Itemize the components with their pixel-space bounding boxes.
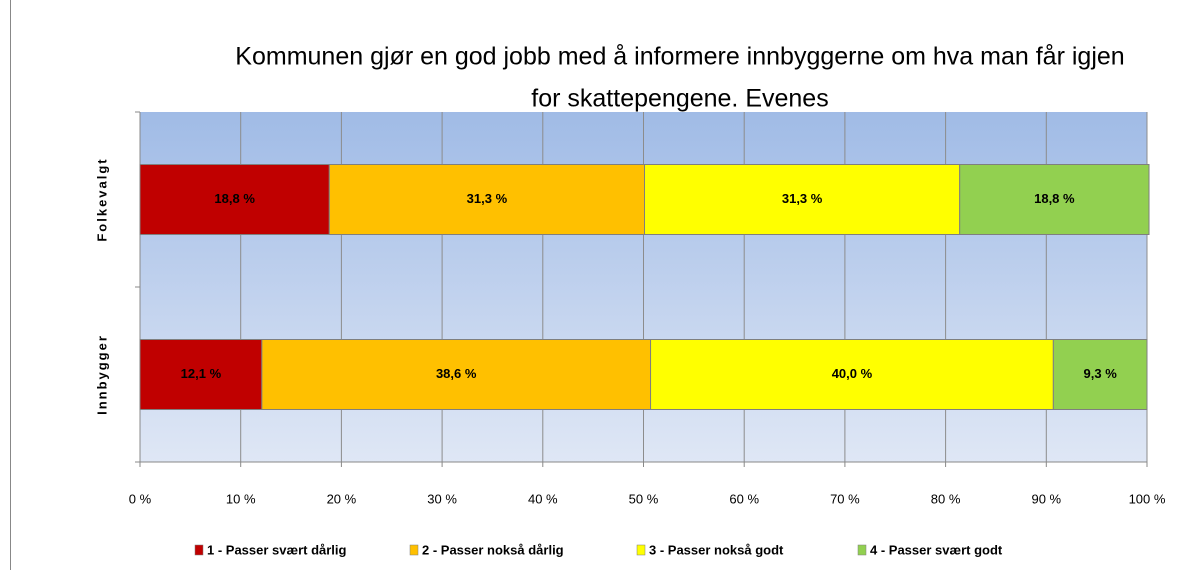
value-label: 9,3 % <box>1084 366 1118 381</box>
bar-segment <box>261 339 652 410</box>
legend-label: 2 - Passer nokså dårlig <box>422 542 564 557</box>
legend-label: 4 - Passer svært godt <box>870 542 1003 557</box>
x-tick-label: 100 % <box>1129 491 1166 506</box>
chart-title: Kommunen gjør en god jobb med å informer… <box>235 43 1124 71</box>
x-tick-label: 40 % <box>528 491 558 506</box>
value-label: 38,6 % <box>436 366 477 381</box>
y-tick-label: Innbygger <box>94 334 109 415</box>
value-label: 40,0 % <box>832 366 873 381</box>
legend-label: 1 - Passer svært dårlig <box>207 542 347 557</box>
x-tick-label: 60 % <box>729 491 759 506</box>
legend-label: 3 - Passer nokså godt <box>649 542 784 557</box>
bar-segment <box>1052 339 1148 410</box>
x-tick-label: 80 % <box>931 491 961 506</box>
bar-segment <box>139 164 330 235</box>
bar-segment <box>139 339 263 410</box>
x-tick-label: 10 % <box>226 491 256 506</box>
x-tick-label: 20 % <box>327 491 357 506</box>
legend-swatch <box>409 544 419 556</box>
chart-title: for skattepengene. Evenes <box>531 85 828 113</box>
y-tick-label: Folkevalgt <box>94 157 109 241</box>
x-tick-label: 50 % <box>629 491 659 506</box>
value-label: 18,8 % <box>214 191 255 206</box>
x-tick-label: 70 % <box>830 491 860 506</box>
legend-swatch <box>636 544 646 556</box>
legend-swatch <box>194 544 204 556</box>
x-tick-label: 90 % <box>1031 491 1061 506</box>
x-tick-label: 0 % <box>129 491 152 506</box>
x-tick-label: 30 % <box>427 491 457 506</box>
bar-segment <box>328 164 646 235</box>
value-label: 31,3 % <box>467 191 508 206</box>
bar-segment <box>959 164 1150 235</box>
value-label: 31,3 % <box>782 191 823 206</box>
value-label: 18,8 % <box>1034 191 1075 206</box>
bar-segment <box>644 164 961 235</box>
value-label: 12,1 % <box>181 366 222 381</box>
bar-segment <box>650 339 1054 410</box>
legend-swatch <box>857 544 867 556</box>
